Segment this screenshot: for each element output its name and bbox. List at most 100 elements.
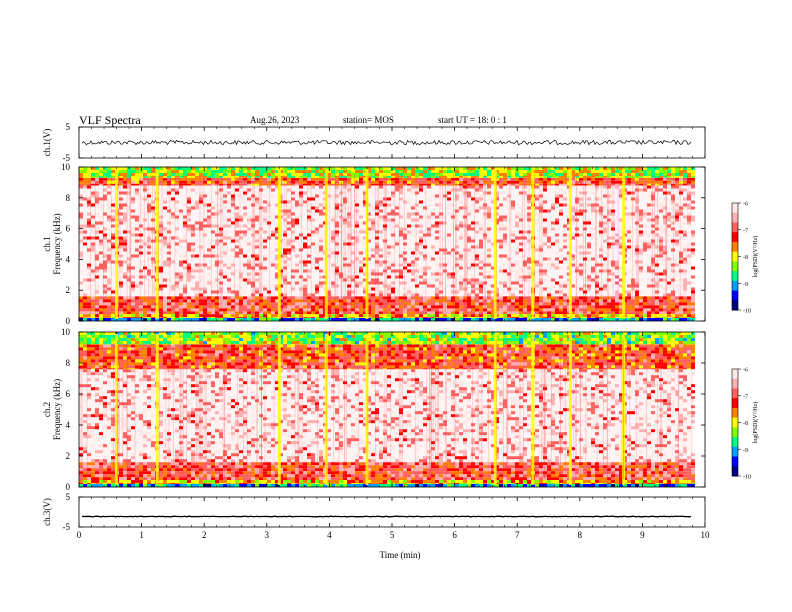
spectrogram-cell [315, 200, 319, 204]
spectrogram-cell [239, 245, 243, 249]
spectrogram-cell [175, 209, 179, 213]
spectrogram-cell [363, 308, 367, 312]
spectrogram-cell [211, 251, 215, 255]
spectrogram-cell [387, 183, 391, 186]
spectrogram-cell [643, 177, 647, 181]
spectrogram-cell [627, 230, 631, 234]
spectrogram-cell [231, 290, 235, 294]
spectrogram-cell [599, 311, 603, 315]
spectrogram-cell [123, 308, 127, 312]
spectrogram-cell [451, 227, 455, 231]
spectrogram-cell [507, 311, 511, 315]
spectrogram-cell [135, 167, 139, 170]
spectrogram-cell [147, 299, 151, 303]
spectrogram-cell [79, 311, 83, 315]
spectrogram-cell [255, 180, 259, 184]
spectrogram-cell [627, 299, 631, 303]
spectrogram-cell [279, 308, 283, 312]
spectrogram-cell [323, 167, 327, 170]
spectrogram-cell [339, 224, 343, 228]
spectrogram-cell [159, 215, 163, 219]
spectrogram-cell [363, 242, 367, 246]
spectrogram-cell [383, 239, 387, 243]
spectrogram-cell [415, 176, 419, 178]
spectrogram-cell [403, 311, 407, 315]
spectrogram-cell [291, 212, 295, 216]
spectrogram-cell [543, 242, 547, 246]
spectrogram-cell [331, 173, 335, 176]
spectrogram-cell [351, 311, 355, 315]
spectrogram-cell [151, 200, 155, 204]
spectrogram-cell [303, 263, 307, 267]
spectrogram-cell [355, 317, 359, 321]
spectrogram-cell [95, 317, 99, 318]
spectrogram-cell [339, 191, 343, 195]
spectrogram-cell [299, 302, 303, 306]
spectrogram-cell [107, 176, 111, 178]
spectrogram-cell [287, 188, 291, 192]
spectrogram-cell [191, 257, 195, 261]
spectrogram-cell [123, 314, 127, 318]
spectrogram-cell [415, 177, 419, 181]
spectrogram-cell [607, 209, 611, 213]
spectrogram-cell [691, 185, 695, 189]
spectrogram-cell [83, 227, 87, 231]
spectrogram-cell [659, 308, 663, 312]
spectrogram-cell [111, 305, 115, 309]
spectrogram-cell [195, 290, 199, 294]
spectrogram-cell [187, 296, 191, 300]
spectrogram-cell [215, 173, 219, 176]
spectrogram-cell [271, 317, 275, 321]
spectrogram-cell [391, 188, 395, 192]
spectrogram-cell [575, 200, 579, 204]
spectrogram-cell [507, 180, 511, 184]
spectrogram-cell [495, 314, 499, 318]
spectrogram-cell [615, 308, 619, 312]
spectrogram-cell [179, 263, 183, 267]
spectrogram-cell [635, 314, 639, 318]
spectrogram-cell [199, 185, 203, 189]
spectrogram-cell [683, 311, 687, 315]
spectrogram-cell [343, 218, 347, 222]
spectrogram-cell [263, 317, 267, 321]
spectrogram-cell [255, 317, 259, 318]
spectrogram-cell [319, 257, 323, 261]
spectrogram-cell [435, 278, 439, 282]
spectrogram-cell [211, 167, 215, 170]
spectrogram-cell [251, 266, 255, 270]
spectrogram-cell [227, 173, 231, 176]
spectrogram-cell [79, 254, 83, 258]
spectrogram-cell [223, 236, 227, 240]
spectrogram-cell [219, 183, 223, 186]
spectrogram-cell [399, 317, 403, 318]
spectrogram-cell [539, 203, 543, 207]
spectrogram-cell [671, 317, 675, 318]
spectrogram-cell [163, 317, 167, 318]
spectrogram-cell [195, 200, 199, 204]
spectrogram-cell [335, 167, 339, 170]
spectrogram-cell [359, 215, 363, 219]
spectrogram-cell [375, 230, 379, 234]
spectrogram-cell [683, 183, 687, 186]
spectrogram-cell [427, 176, 431, 178]
spectrogram-cell [499, 317, 503, 321]
spectrogram-cell [311, 242, 315, 246]
spectrogram-cell [499, 180, 503, 184]
spectrogram-cell [555, 177, 559, 181]
spectrogram-cell [267, 209, 271, 213]
spectrogram-cell [627, 269, 631, 273]
spectrogram-cell [103, 308, 107, 312]
spectrogram-cell [479, 299, 483, 303]
spectrogram-cell [147, 272, 151, 276]
spectrogram-cell [91, 317, 95, 318]
spectrogram-cell [135, 176, 139, 178]
spectrogram-cell [151, 284, 155, 288]
spectrogram-cell [651, 278, 655, 282]
spectrogram-cell [147, 269, 151, 273]
spectrogram-cell [367, 239, 371, 243]
spectrogram-cell [655, 221, 659, 225]
spectrogram-cell [495, 183, 499, 186]
spectrogram-cell [307, 170, 311, 173]
spectrogram-cell [327, 194, 331, 198]
spectrogram-cell [255, 215, 259, 219]
